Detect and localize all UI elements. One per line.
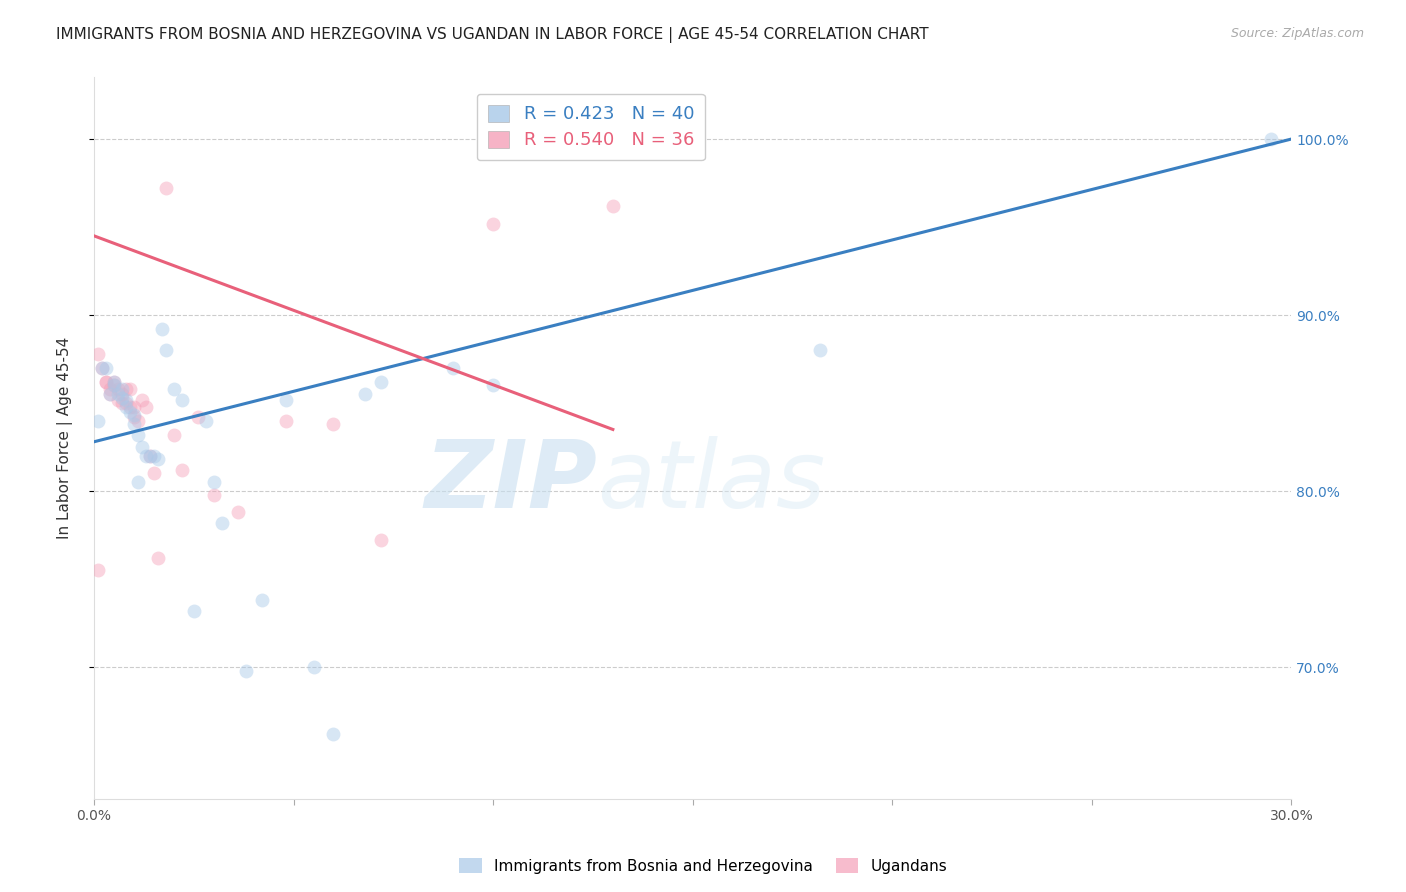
Point (139, 449, 162, 463)
Point (94, 375, 117, 389)
Point (94, 375, 117, 389)
Point (187, 410, 209, 425)
Point (602, 199, 624, 213)
Point (118, 405, 141, 419)
Point (163, 382, 186, 396)
Point (87, 414, 110, 428)
Point (482, 217, 505, 231)
Point (118, 382, 141, 396)
Point (115, 400, 138, 414)
Point (274, 414, 297, 428)
Point (441, 360, 464, 375)
Text: atlas: atlas (598, 436, 825, 527)
Point (155, 343, 177, 358)
Point (1260, 132, 1282, 146)
Point (98, 387, 121, 401)
Point (122, 410, 145, 425)
Text: ZIP: ZIP (425, 435, 598, 527)
Point (146, 452, 169, 467)
Point (155, 181, 177, 195)
Point (202, 475, 225, 490)
Point (111, 396, 134, 410)
Point (115, 396, 138, 410)
Point (142, 449, 165, 463)
Point (122, 417, 145, 432)
Point (808, 343, 831, 358)
Point (103, 375, 125, 389)
Point (170, 392, 193, 407)
Point (122, 409, 145, 423)
Point (91, 360, 114, 375)
Point (111, 387, 134, 401)
Point (146, 550, 169, 565)
Legend: R = 0.423   N = 40, R = 0.540   N = 36: R = 0.423 N = 40, R = 0.540 N = 36 (477, 94, 704, 161)
Point (163, 427, 186, 442)
Point (322, 417, 344, 432)
Y-axis label: In Labor Force | Age 45-54: In Labor Force | Age 45-54 (58, 337, 73, 540)
Point (103, 378, 125, 392)
Point (202, 487, 225, 501)
Point (235, 664, 257, 678)
Text: IMMIGRANTS FROM BOSNIA AND HERZEGOVINA VS UGANDAN IN LABOR FORCE | AGE 45-54 COR: IMMIGRANTS FROM BOSNIA AND HERZEGOVINA V… (56, 27, 929, 43)
Point (131, 392, 153, 407)
Point (122, 400, 145, 414)
Point (111, 391, 134, 405)
Point (87, 347, 110, 361)
Point (91, 360, 114, 375)
Point (135, 449, 157, 463)
Point (107, 387, 129, 401)
Point (87, 563, 110, 577)
Point (115, 382, 138, 396)
Point (94, 360, 117, 375)
Point (98, 382, 121, 396)
Point (322, 727, 344, 741)
Point (127, 427, 149, 442)
Point (354, 387, 377, 401)
Point (482, 378, 505, 392)
Point (103, 375, 125, 389)
Point (194, 414, 217, 428)
Point (103, 378, 125, 392)
Point (150, 322, 173, 336)
Point (139, 449, 162, 463)
Point (142, 467, 165, 481)
Point (302, 660, 325, 674)
Point (111, 382, 134, 396)
Point (118, 400, 141, 414)
Point (127, 414, 149, 428)
Legend: Immigrants from Bosnia and Herzegovina, Ugandans: Immigrants from Bosnia and Herzegovina, … (453, 852, 953, 880)
Point (370, 375, 392, 389)
Point (250, 593, 273, 607)
Point (127, 475, 149, 490)
Point (135, 400, 157, 414)
Point (107, 382, 129, 396)
Point (115, 392, 138, 407)
Point (183, 604, 205, 618)
Point (107, 392, 129, 407)
Point (226, 505, 249, 519)
Text: Source: ZipAtlas.com: Source: ZipAtlas.com (1230, 27, 1364, 40)
Point (131, 440, 153, 454)
Point (274, 392, 297, 407)
Point (370, 533, 392, 548)
Point (98, 387, 121, 401)
Point (211, 516, 233, 530)
Point (170, 463, 193, 477)
